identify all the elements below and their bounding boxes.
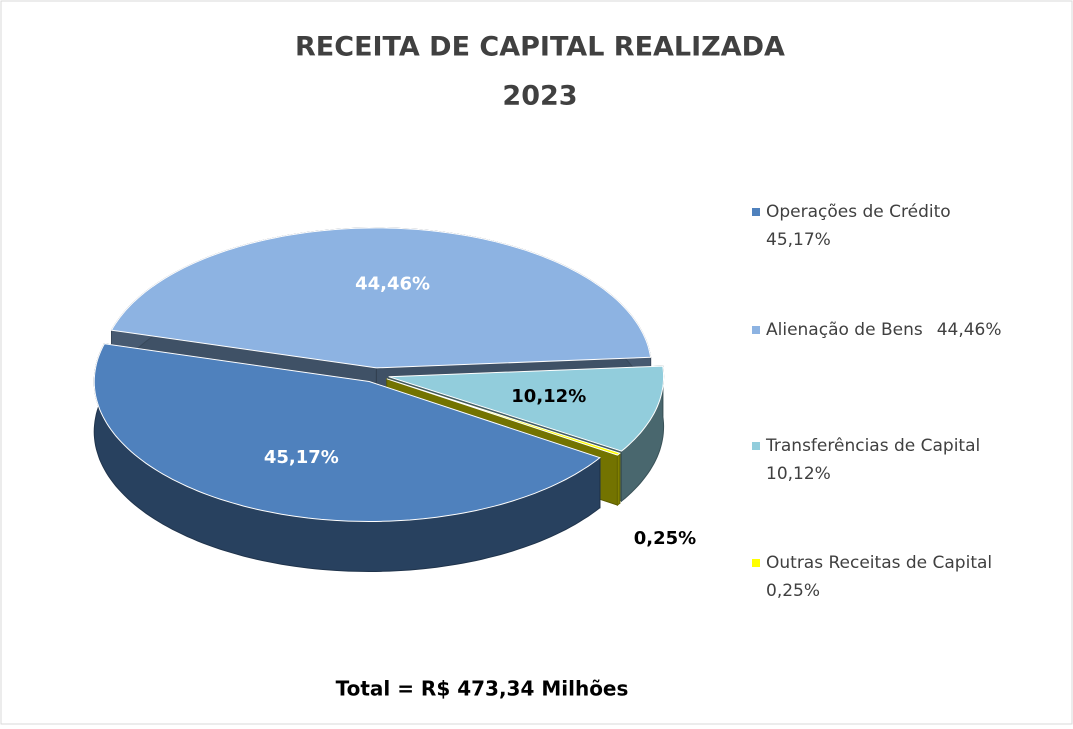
legend-value: 10,12%	[766, 464, 831, 484]
slice	[386, 378, 621, 456]
data-label: 10,12%	[511, 386, 586, 407]
legend-value: 0,25%	[766, 581, 820, 601]
chart-title: RECEITA DE CAPITAL REALIZADA	[295, 32, 785, 63]
legend-marker	[752, 559, 760, 567]
data-label: 45,17%	[264, 447, 339, 468]
slice	[388, 365, 665, 452]
legend-marker	[752, 326, 760, 334]
legend-name: Alienação de Bens	[766, 320, 923, 340]
footer: Total = R$ 473,34 Milhões	[336, 677, 629, 701]
legend-entry: Transferências de Capital 10,12%	[765, 436, 980, 484]
legend-value: 45,17%	[766, 230, 831, 250]
legend-name: Outras Receitas de Capital	[766, 553, 992, 573]
legend-marker	[752, 442, 760, 450]
legend-name: Operações de Crédito	[766, 202, 951, 222]
legend-entry: Operações de Crédito 45,17%	[766, 202, 951, 250]
slice	[93, 343, 601, 522]
slice	[110, 227, 652, 369]
legend-value: 44,46%	[937, 320, 1002, 340]
legend-marker	[752, 208, 760, 216]
data-label: 44,46%	[355, 273, 430, 294]
chart-subtitle: 2023	[502, 81, 577, 112]
data-label: 0,25%	[634, 528, 696, 549]
slice-side	[616, 452, 621, 507]
legend-entry: Outras Receitas de Capital 0,25%	[766, 553, 992, 601]
legend-name: Transferências de Capital	[765, 436, 980, 456]
legend-entry: Alienação de Bens 44,46%	[766, 320, 1002, 340]
